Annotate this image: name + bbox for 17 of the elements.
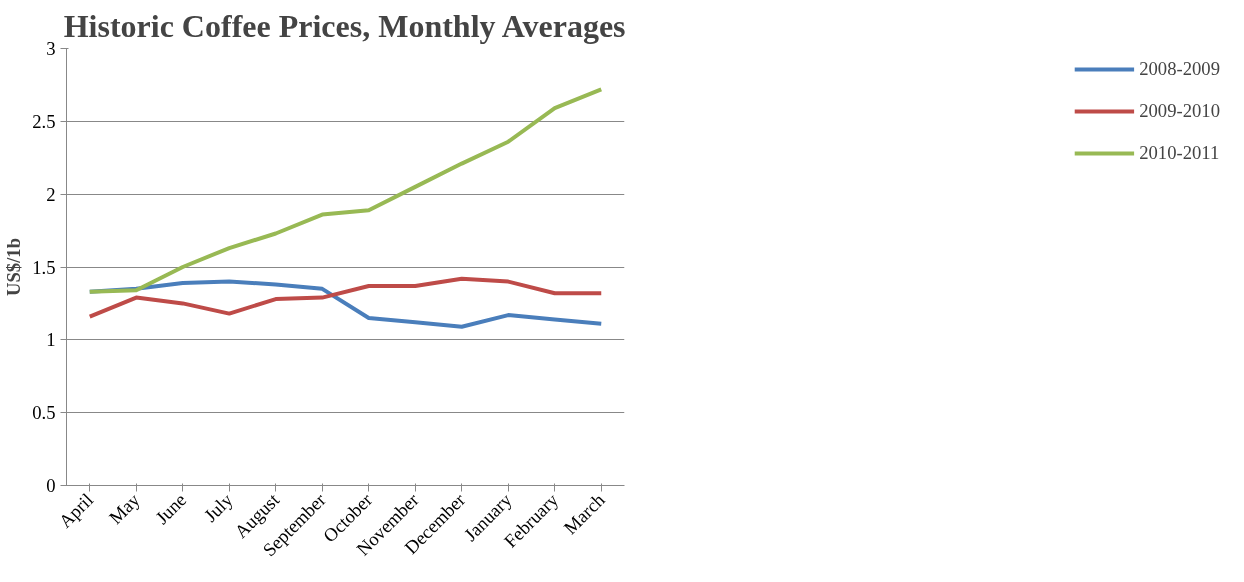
y-tick-label: 3 [46, 38, 56, 59]
legend-label: 2009-2010 [1139, 100, 1220, 122]
chart-title: Historic Coffee Prices, Monthly Averages [63, 7, 626, 44]
line-series [87, 87, 604, 294]
x-tick-label: May [104, 488, 145, 529]
line-series [87, 276, 604, 319]
y-axis-title: US$/1b [3, 237, 25, 297]
legend-label: 2008-2009 [1139, 58, 1220, 80]
x-tick-label: June [151, 489, 191, 529]
y-tick-label: 1 [46, 329, 56, 351]
legend-label: 2010-2011 [1139, 142, 1220, 164]
y-tick-label: 0 [46, 475, 56, 496]
x-tick-label: July [199, 488, 238, 526]
y-tick-label: 1.5 [32, 256, 56, 278]
y-tick-label: 2.5 [32, 110, 56, 132]
y-tick-label: 2 [46, 183, 56, 205]
y-tick-label: 0.5 [32, 402, 56, 424]
